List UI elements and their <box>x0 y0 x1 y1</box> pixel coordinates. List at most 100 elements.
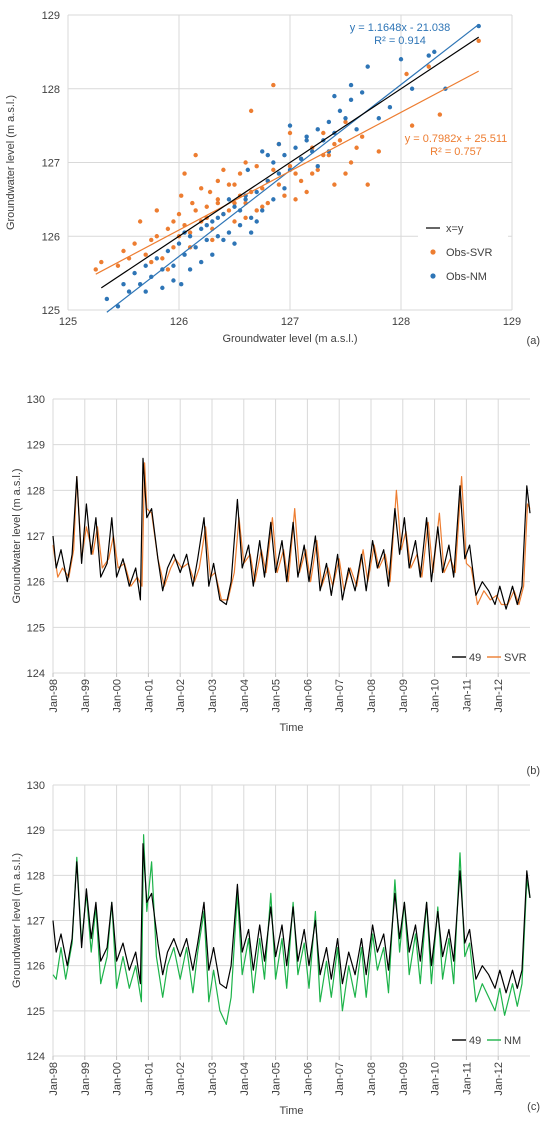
nm-point <box>243 197 248 202</box>
nm-point <box>237 222 243 228</box>
x-tick-label: 127 <box>281 316 299 328</box>
nm-point <box>215 215 221 221</box>
svr-point <box>215 178 221 184</box>
y-tick-label: 128 <box>27 870 45 882</box>
x-tick-label: 129 <box>503 316 521 328</box>
x-tick-label: Jan-07 <box>334 679 346 713</box>
svr-point <box>248 108 254 114</box>
svr-point <box>271 167 276 173</box>
nm-point <box>276 171 282 176</box>
svr-point <box>260 204 265 209</box>
x-tick-label: Jan-00 <box>112 679 124 713</box>
nm-point <box>343 116 348 121</box>
panel-label: (c) <box>527 1101 540 1113</box>
nm-point <box>171 263 176 268</box>
svr-point <box>193 152 198 158</box>
x-tick-label: Jan-11 <box>461 679 473 712</box>
legend-nm-label: Obs-NM <box>446 271 487 283</box>
x-tick-label: Jan-11 <box>461 1062 473 1095</box>
x-tick-label: Jan-01 <box>143 1062 155 1096</box>
nm-point <box>132 270 137 276</box>
x-axis-title: Time <box>279 1105 303 1117</box>
nm-point <box>199 226 204 232</box>
x-tick-label: Jan-08 <box>366 1062 378 1096</box>
svr-point <box>176 211 182 217</box>
svr-point <box>215 197 221 202</box>
svr-point <box>287 163 293 169</box>
y-tick-label: 127 <box>27 916 45 928</box>
nm-point <box>276 141 282 147</box>
svr-point <box>182 171 187 176</box>
nm-point <box>199 259 204 265</box>
nm-point <box>143 289 148 294</box>
svr-point <box>215 200 221 206</box>
nm-point <box>432 49 437 55</box>
nm-point <box>365 64 370 69</box>
y-axis-title: Groundwater level (m a.s.l.) <box>11 853 23 988</box>
nm-point <box>204 222 209 228</box>
nm-point <box>160 285 165 291</box>
svr-point <box>287 130 293 136</box>
legend-svr-label: SVR <box>504 652 527 664</box>
nm-point <box>348 82 354 88</box>
nm-point <box>210 252 215 257</box>
nm-trendline <box>106 23 480 313</box>
x-tick-label: Jan-10 <box>430 1062 442 1096</box>
nm-point <box>287 123 293 128</box>
nm-point <box>315 127 320 132</box>
x-tick-label: Jan-12 <box>493 679 505 713</box>
y-tick-label: 125 <box>27 622 45 634</box>
nm-point <box>271 197 276 202</box>
svr-point <box>437 112 443 117</box>
legend-svr-swatch <box>430 249 436 255</box>
legend-xy-label: x=y <box>446 223 464 235</box>
nm-point <box>398 57 404 62</box>
svr-point <box>326 152 332 158</box>
nm-point <box>176 241 182 246</box>
nm-point <box>293 145 298 150</box>
x-tick-label: Jan-99 <box>80 679 92 713</box>
nm-point <box>376 116 381 121</box>
x-tick-label: Jan-07 <box>334 1062 346 1096</box>
nm-trend-equation: y = 1.1648x - 21.038 <box>350 22 451 34</box>
nm-point <box>248 215 254 221</box>
svr-point <box>149 259 154 265</box>
svr-point <box>332 182 337 187</box>
y-tick-label: 127 <box>42 158 60 170</box>
nm-point <box>187 267 193 272</box>
nm-point <box>210 219 215 224</box>
nm-point <box>221 211 226 217</box>
svr-point <box>210 237 215 243</box>
svr-point <box>243 215 248 221</box>
x-tick-label: Jan-10 <box>430 679 442 713</box>
x-tick-label: Jan-01 <box>143 679 155 713</box>
svr-point <box>171 245 176 250</box>
svr-point <box>254 163 259 169</box>
svr-point <box>143 252 148 257</box>
x-tick-label: Jan-08 <box>366 679 378 713</box>
nm-point <box>337 108 343 114</box>
y-axis-title: Groundwater level (m a.s.l.) <box>11 468 23 603</box>
nm-point <box>226 197 232 202</box>
svr-point <box>193 208 198 213</box>
svr-point <box>115 263 121 268</box>
nm-point <box>254 189 259 195</box>
svr-point <box>293 197 298 202</box>
panel-c-timeseries: 124 125 126 127 128 129 130 Jan-98 Jan-99 Jan-00 J… <box>11 780 540 1117</box>
x-tick-label: Jan-98 <box>48 1062 60 1096</box>
svr-point <box>232 219 237 224</box>
svr-point <box>226 208 232 213</box>
svr-trend-r2: R² = 0.757 <box>430 146 482 158</box>
y-tick-label: 129 <box>42 10 60 22</box>
x-tick-label: 128 <box>392 316 410 328</box>
y-tick-label: 129 <box>27 825 45 837</box>
nm-point <box>359 90 365 95</box>
nm-point <box>354 127 359 132</box>
nm-point <box>260 149 265 154</box>
svr-point <box>232 200 237 206</box>
svr-point <box>154 234 159 239</box>
svr-point <box>187 230 193 235</box>
y-tick-label: 126 <box>27 577 45 589</box>
svr-point <box>271 82 276 88</box>
